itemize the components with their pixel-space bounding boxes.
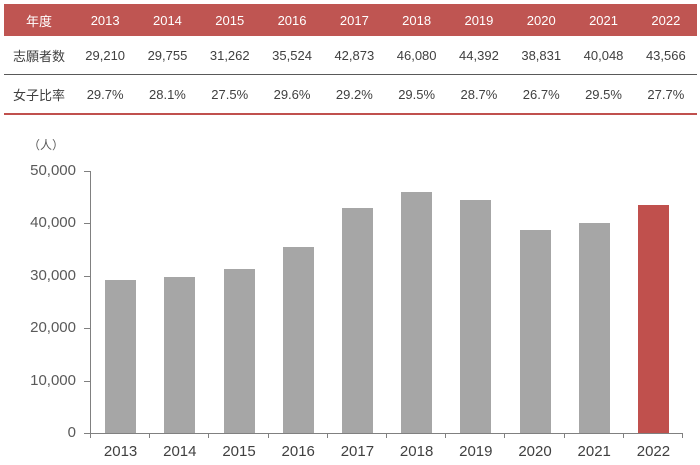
table-cell: 26.7% [510, 74, 573, 115]
y-tick-label: 30,000 [30, 266, 76, 284]
table-row: 女子比率 29.7% 28.1% 27.5% 29.6% 29.2% 29.5% 28.7% 2… [4, 74, 697, 115]
table-cell: 40,048 [572, 36, 635, 75]
table-cell: 29.5% [572, 74, 635, 115]
bar [519, 229, 551, 433]
table-cell: 27.5% [198, 74, 261, 115]
x-tick [90, 434, 91, 438]
x-tick [149, 434, 151, 438]
y-tick-label: 40,000 [30, 214, 76, 232]
x-axis-line [90, 433, 683, 434]
x-tick-label: 2020 [518, 443, 552, 460]
y-tick-label: 50,000 [30, 162, 76, 179]
bar-slot [505, 171, 564, 433]
y-tick-label: 20,000 [30, 319, 76, 337]
x-tick [267, 434, 269, 438]
table-cell: 44,392 [447, 36, 511, 75]
x-tick [682, 434, 683, 438]
year-header-cell: 2018 [385, 4, 448, 36]
x-tick [386, 434, 387, 438]
summary-table: 年度 2013 2014 2015 2016 2017 2018 2019 2020 2021 20… [4, 4, 697, 115]
x-tick [504, 434, 506, 438]
y-axis-unit-label: （人） [28, 138, 65, 152]
y-tick [84, 328, 90, 330]
x-tick-label: 2014 [163, 443, 197, 460]
bar [401, 191, 433, 433]
table-cell: 46,080 [385, 36, 448, 75]
y-tick [84, 223, 90, 225]
bar [341, 208, 373, 433]
bar-slot [269, 171, 328, 433]
bar [282, 246, 314, 433]
summary-table-container: 年度 2013 2014 2015 2016 2017 2018 2019 2020 2021 20… [4, 4, 697, 115]
x-tick-label: 2016 [281, 443, 315, 460]
bar [105, 279, 137, 433]
table-cell: 29,210 [74, 36, 137, 75]
table-cell: 28.1% [136, 74, 199, 115]
bar-slot [565, 171, 624, 433]
bar-slot [209, 171, 268, 433]
x-tick-label: 2013 [103, 443, 138, 460]
table-cell: 29.2% [323, 74, 386, 115]
table-cell: 38,831 [510, 36, 573, 75]
table-cell: 27.7% [634, 74, 697, 115]
table-cell: 29.6% [260, 74, 324, 115]
table-cell: 29.5% [385, 74, 448, 115]
row-label-cell: 女子比率 [4, 74, 74, 115]
bar-slot [387, 171, 446, 433]
y-tick [84, 275, 90, 277]
header-row: 年度 2013 2014 2015 2016 2017 2018 2019 2020 2021 20… [4, 4, 697, 36]
row-label-cell: 志願者数 [4, 36, 74, 75]
year-header-cell: 2022 [634, 4, 697, 36]
y-tick-label: 10,000 [30, 371, 76, 389]
x-tick-label: 2019 [459, 443, 493, 460]
x-labels: 2013 2014 2015 2016 2017 2018 2019 2020 2021 2022 [91, 443, 683, 460]
table-header: 年度 2013 2014 2015 2016 2017 2018 2019 2020 2021 20… [4, 4, 697, 36]
year-header-cell: 2017 [323, 4, 386, 36]
y-tick [84, 380, 90, 382]
year-header-cell: 2020 [510, 4, 573, 36]
bar-slot [624, 171, 683, 433]
corner-header-cell: 年度 [4, 4, 74, 36]
table-cell: 28.7% [447, 74, 511, 115]
bar-slot [446, 171, 505, 433]
x-tick-label: 2015 [222, 443, 256, 460]
y-tick [84, 171, 90, 172]
bar-chart: （人） 0 10,000 20,000 30,000 40,000 50,000 2013… [0, 130, 700, 465]
bar [578, 223, 610, 433]
year-header-cell: 2015 [198, 4, 261, 36]
bar-slot [150, 171, 209, 433]
bar-slot [328, 171, 387, 433]
table-cell: 42,873 [323, 36, 386, 75]
year-header-cell: 2019 [447, 4, 511, 36]
x-tick [445, 434, 447, 438]
year-header-cell: 2013 [74, 4, 137, 36]
table-body: 志願者数 29,210 29,755 31,262 35,524 42,873 46,080… [4, 36, 697, 115]
table-cell: 31,262 [198, 36, 261, 75]
x-tick [622, 434, 624, 438]
table-cell: 43,566 [634, 36, 697, 75]
x-tick-label: 2022 [636, 443, 671, 460]
table-cell: 29,755 [136, 36, 199, 75]
year-header-cell: 2016 [260, 4, 324, 36]
table-cell: 29.7% [74, 74, 137, 115]
y-axis-line [90, 171, 91, 434]
bars [91, 171, 683, 433]
year-header-cell: 2021 [572, 4, 635, 36]
x-tick-label: 2021 [577, 443, 611, 460]
x-tick [563, 434, 565, 438]
x-tick-label: 2017 [340, 443, 375, 460]
year-header-cell: 2014 [136, 4, 199, 36]
x-tick-label: 2018 [399, 443, 434, 460]
table-cell: 35,524 [260, 36, 324, 75]
bar [460, 200, 492, 433]
y-tick-label: 0 [67, 424, 76, 441]
bar-slot [91, 171, 150, 433]
bar-highlighted [637, 204, 669, 433]
table-row: 志願者数 29,210 29,755 31,262 35,524 42,873 46,080… [4, 36, 697, 75]
x-tick [208, 434, 210, 438]
bar [223, 269, 255, 433]
y-tick [84, 433, 90, 434]
x-tick [326, 434, 328, 438]
bar [164, 277, 196, 433]
